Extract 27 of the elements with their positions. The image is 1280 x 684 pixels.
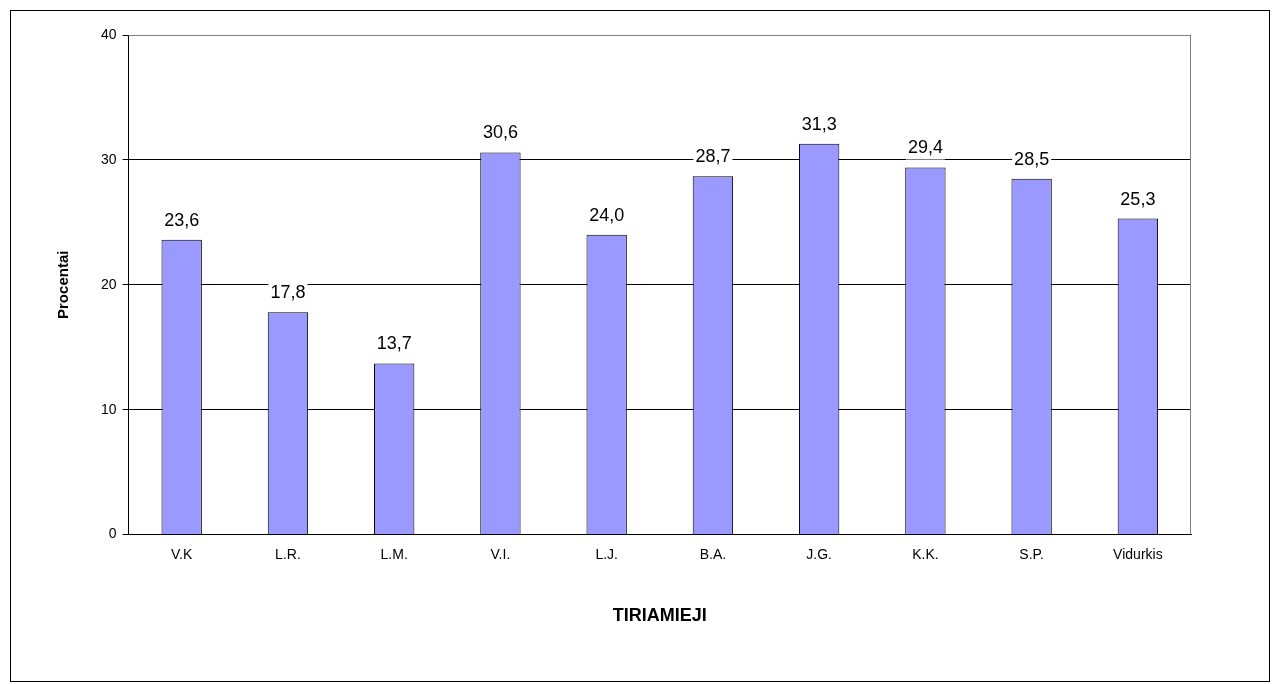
data-label: 13,7: [376, 333, 412, 354]
x-tick-label: J.G.: [806, 545, 832, 562]
y-tick-label: 30: [100, 150, 117, 167]
data-label: 29,4: [907, 137, 943, 158]
data-label: 28,7: [695, 146, 731, 167]
x-tick-label: B.A.: [699, 545, 727, 562]
x-tick-label: L.R.: [275, 545, 301, 562]
x-tick-label: Vidurkis: [1113, 545, 1163, 562]
x-axis-title: TIRIAMIEJI: [612, 605, 707, 626]
x-tick-label: V.K: [171, 545, 193, 562]
x-tick-label: S.P.: [1019, 545, 1044, 562]
data-label: 31,3: [801, 113, 837, 134]
y-axis-title: Procentai: [54, 250, 72, 319]
x-tick-label: L.J.: [595, 545, 618, 562]
x-tick-label: V.I.: [490, 545, 511, 562]
data-label: 25,3: [1120, 188, 1156, 209]
y-tick-label: 20: [100, 275, 117, 292]
data-label: 23,6: [164, 209, 200, 230]
y-tick-label: 40: [100, 25, 117, 42]
data-label: 17,8: [270, 282, 306, 303]
data-label: 28,5: [1014, 148, 1050, 169]
y-tick-label: 10: [100, 400, 117, 417]
y-tick-label: 0: [108, 525, 117, 542]
x-tick-label: L.M.: [380, 545, 408, 562]
x-tick-label: K.K.: [912, 545, 939, 562]
data-label: 30,6: [482, 122, 518, 143]
data-label: 24,0: [589, 204, 625, 225]
